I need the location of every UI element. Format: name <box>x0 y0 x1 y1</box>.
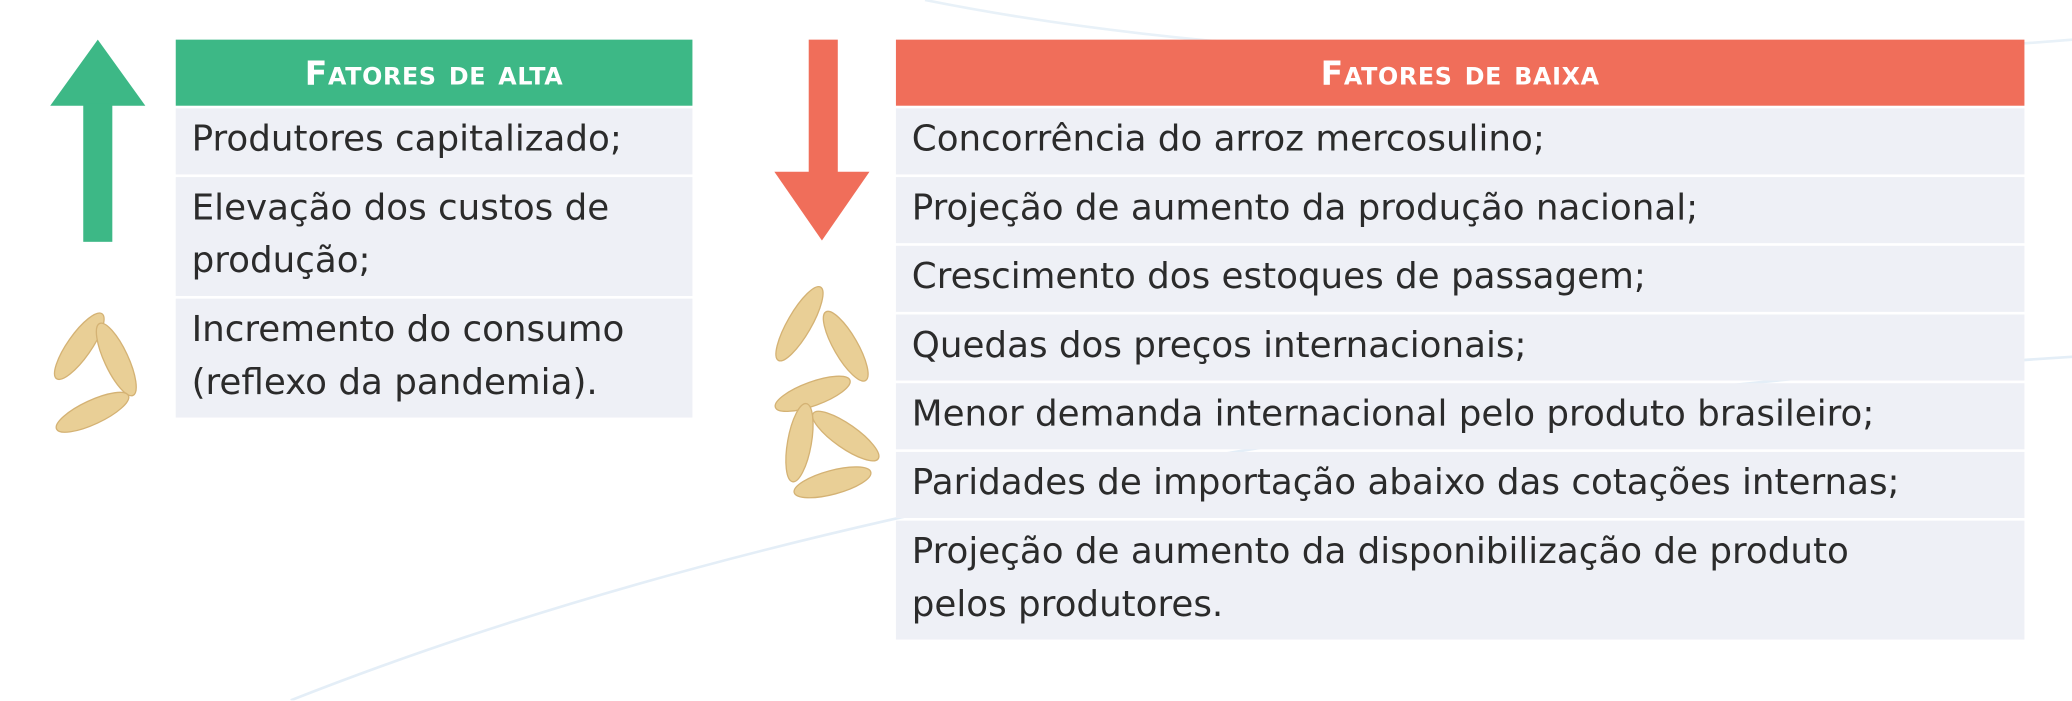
factor-text: Produtores capitalizado; <box>191 118 622 160</box>
factor-text: pelos produtores. <box>911 584 1224 626</box>
down-arrow-shaft <box>808 39 838 175</box>
factor-row: Produtores capitalizado; <box>175 108 693 175</box>
factor-row: Incremento do consumo (reflexo da pandemi… <box>175 298 693 418</box>
factor-row: Paridades de importação abaixo das cotaç… <box>895 451 2025 519</box>
factor-text: Elevação dos custos de <box>191 187 610 229</box>
factor-text: Quedas dos preços internacionais; <box>911 325 1527 367</box>
rice-grains <box>53 285 880 499</box>
factor-text: produção; <box>191 240 371 282</box>
factor-text: Menor demanda internacional pelo produto… <box>911 393 1875 435</box>
factor-row: Crescimento dos estoques de passagem; <box>895 245 2025 312</box>
factor-row: Menor demanda internacional pelo produto… <box>895 383 2025 450</box>
factor-row: Quedas dos preços internacionais; <box>895 314 2025 381</box>
factor-text: Projeção de aumento da produção nacional… <box>911 187 1699 229</box>
factor-row: Projeção de aumento da disponibilização … <box>895 520 2025 640</box>
factor-text: (reflexo da pandemia). <box>191 362 598 404</box>
factor-row: Projeção de aumento da produção nacional… <box>895 177 2025 244</box>
panel-header: Fatores de baixa <box>895 39 2025 106</box>
down-arrow-head <box>774 171 870 241</box>
panel-header: Fatores de alta <box>175 39 693 106</box>
up-arrow-head <box>50 39 146 106</box>
up-arrow-shaft <box>83 103 113 242</box>
down-factors-panel: Fatores de baixa Concorrência do arroz m… <box>895 39 2025 640</box>
factor-text: Projeção de aumento da disponibilização … <box>911 531 1849 573</box>
factor-text: Crescimento dos estoques de passagem; <box>911 256 1646 298</box>
factor-row: Elevação dos custos de produção; <box>175 177 693 297</box>
factor-text: Paridades de importação abaixo das cotaç… <box>911 462 1900 504</box>
factor-text: Incremento do consumo <box>191 309 625 351</box>
factor-text: Concorrência do arroz mercosulino; <box>911 118 1545 160</box>
up-factors-panel: Fatores de alta Produtores capitalizado;… <box>175 39 693 418</box>
factor-row: Concorrência do arroz mercosulino; <box>895 108 2025 175</box>
